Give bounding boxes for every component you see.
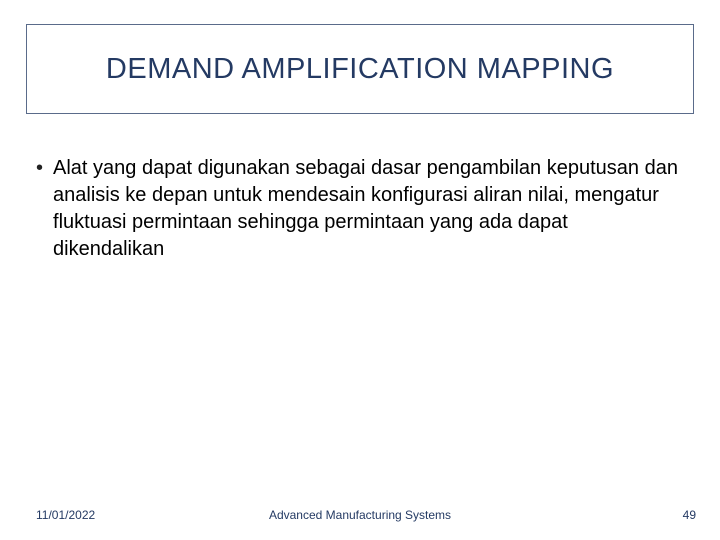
body-area: • Alat yang dapat digunakan sebagai dasa…: [36, 155, 684, 263]
bullet-text: Alat yang dapat digunakan sebagai dasar …: [53, 155, 684, 263]
bullet-item: • Alat yang dapat digunakan sebagai dasa…: [36, 155, 684, 263]
footer: 11/01/2022 Advanced Manufacturing System…: [0, 508, 720, 528]
slide-title: DEMAND AMPLIFICATION MAPPING: [106, 53, 614, 86]
footer-center: Advanced Manufacturing Systems: [0, 508, 720, 522]
slide: DEMAND AMPLIFICATION MAPPING • Alat yang…: [0, 0, 720, 540]
footer-page: 49: [683, 508, 696, 522]
bullet-icon: •: [36, 155, 43, 182]
title-box: DEMAND AMPLIFICATION MAPPING: [26, 24, 694, 114]
